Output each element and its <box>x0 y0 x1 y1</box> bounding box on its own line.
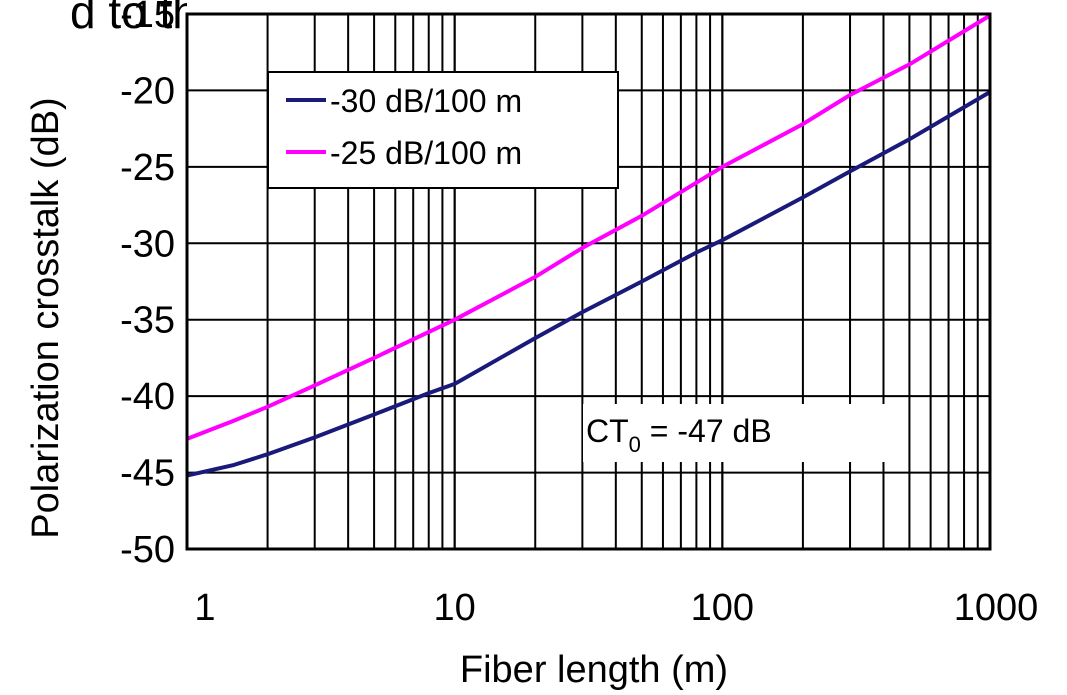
y-tick-label: -30 <box>120 223 175 265</box>
y-tick-label: -25 <box>120 147 175 189</box>
x-tick-label: 1000 <box>954 587 1039 629</box>
legend-label-series-1: -30 dB/100 m <box>330 83 522 119</box>
x-tick-label: 100 <box>691 587 754 629</box>
x-tick-label: 1 <box>194 587 215 629</box>
x-axis-label: Fiber length (m) <box>460 649 728 691</box>
y-tick-label: -40 <box>120 376 175 418</box>
y-tick-label: -50 <box>120 529 175 571</box>
y-tick-label: -15 <box>120 0 175 36</box>
series-line-1 <box>186 90 992 478</box>
y-tick-labels: -50 -45 -40 -35 -30 -25 -20 -15 <box>120 0 175 571</box>
y-axis-label: Polarization crosstalk (dB) <box>25 97 67 538</box>
legend-label-series-2: -25 dB/100 m <box>330 135 522 171</box>
annotation-box <box>583 404 886 462</box>
y-tick-label: -35 <box>120 300 175 342</box>
legend: -30 dB/100 m -25 dB/100 m <box>267 71 619 189</box>
legend-box <box>267 71 619 189</box>
x-tick-label: 10 <box>434 587 476 629</box>
series-lines <box>186 13 992 478</box>
series-line-2 <box>186 13 992 441</box>
x-tick-labels: 1 10 100 1000 <box>194 587 1038 629</box>
annotation: CT0 = -47 dB <box>583 404 886 462</box>
plot-frame <box>185 12 992 551</box>
y-tick-label: -45 <box>120 453 175 495</box>
y-tick-label: -20 <box>120 70 175 112</box>
annotation-text: CT0 = -47 dB <box>586 413 772 457</box>
